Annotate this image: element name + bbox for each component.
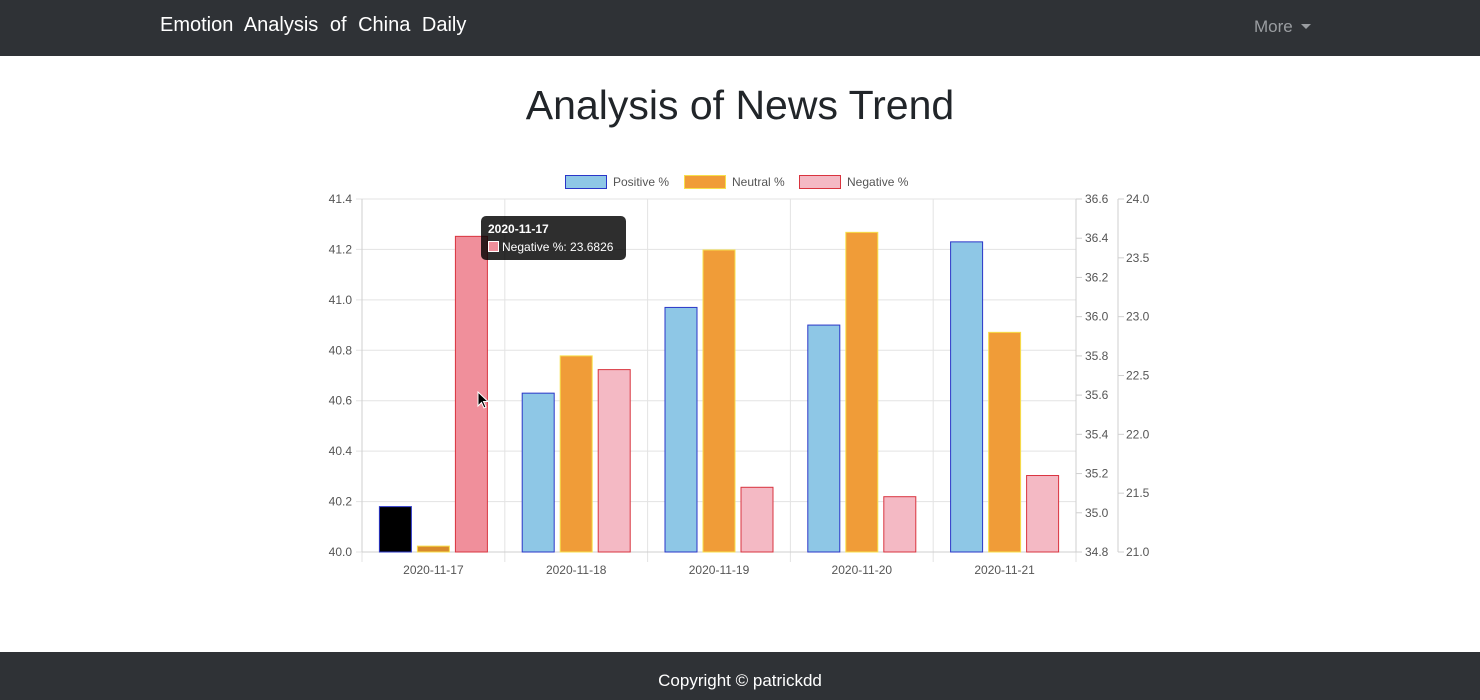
legend-label: Positive % <box>613 175 669 189</box>
y-right-tick-label: 21.0 <box>1126 545 1150 559</box>
tooltip-body: Negative %23.6826 <box>502 240 613 254</box>
y-left-tick-label: 40.4 <box>329 444 353 458</box>
y-left-tick-label: 41.4 <box>329 192 353 206</box>
bar <box>559 355 593 553</box>
y-middle-tick-label: 35.8 <box>1085 349 1109 363</box>
bar <box>807 324 841 553</box>
y-right-tick-label: 23.0 <box>1126 310 1150 324</box>
tooltip-value: 23.6826 <box>570 240 614 254</box>
page-title: Analysis of News Trend <box>525 82 955 128</box>
bar <box>454 235 488 553</box>
y-right-tick-label: 22.0 <box>1126 427 1150 441</box>
x-tick-label: 2020-11-19 <box>689 563 750 577</box>
x-tick-label: 2020-11-20 <box>832 563 893 577</box>
y-left-tick-label: 40.8 <box>329 343 353 357</box>
tooltip-label: Negative % <box>502 240 570 254</box>
y-left-tick-label: 40.6 <box>329 394 353 408</box>
bar <box>378 506 412 553</box>
x-tick-label: 2020-11-18 <box>546 563 607 577</box>
y-middle-tick-label: 36.4 <box>1085 231 1109 245</box>
legend-swatch <box>684 175 726 189</box>
bar <box>416 545 450 553</box>
x-tick-label: 2020-11-17 <box>403 563 464 577</box>
y-left-tick-label: 41.2 <box>329 242 353 256</box>
chart-tooltip: 2020-11-17 Negative %23.6826 <box>481 216 626 260</box>
mouse-cursor-icon <box>477 391 489 409</box>
bar <box>950 241 984 553</box>
navbar: Emotion Analysis of China Daily More <box>0 0 1480 56</box>
y-left-tick-label: 41.0 <box>329 293 353 307</box>
bar <box>883 496 917 553</box>
y-right-tick-label: 21.5 <box>1126 486 1150 500</box>
y-right-tick-label: 23.5 <box>1126 251 1150 265</box>
bar <box>521 392 555 553</box>
y-middle-tick-label: 35.2 <box>1085 467 1109 481</box>
bar <box>1026 475 1060 553</box>
legend-label: Negative % <box>847 175 909 189</box>
y-right-tick-label: 22.5 <box>1126 369 1150 383</box>
bar <box>664 306 698 553</box>
bar <box>740 486 774 553</box>
y-middle-tick-label: 36.0 <box>1085 310 1109 324</box>
y-left-tick-label: 40.0 <box>329 545 353 559</box>
y-middle-tick-label: 34.8 <box>1085 545 1109 559</box>
footer-copyright: Copyright © patrickdd <box>658 671 822 690</box>
news-trend-chart[interactable]: 40.0 40.2 40.4 40.6 40.8 41.0 41.2 41.4 34.8 35.0… <box>300 165 1180 585</box>
tooltip-title: 2020-11-17 <box>488 222 549 236</box>
y-right-tick-label: 24.0 <box>1126 192 1150 206</box>
y-middle-tick-label: 35.0 <box>1085 506 1109 520</box>
caret-down-icon <box>1300 24 1311 29</box>
legend-label: Neutral % <box>732 175 785 189</box>
bar <box>597 369 631 553</box>
bar <box>702 249 736 553</box>
x-tick-label: 2020-11-21 <box>974 563 1035 577</box>
more-dropdown[interactable]: More <box>1254 17 1311 37</box>
legend-swatch <box>799 175 841 189</box>
y-middle-tick-label: 35.4 <box>1085 427 1109 441</box>
tooltip-color-swatch <box>488 241 499 252</box>
bar <box>845 231 879 553</box>
y-middle-tick-label: 36.6 <box>1085 192 1109 206</box>
footer: Copyright © patrickdd <box>0 652 1480 700</box>
more-label: More <box>1254 17 1293 36</box>
legend-swatch <box>565 175 607 189</box>
y-middle-tick-label: 36.2 <box>1085 270 1109 284</box>
y-left-tick-label: 40.2 <box>329 495 353 509</box>
navbar-brand[interactable]: Emotion Analysis of China Daily <box>160 14 467 36</box>
y-middle-tick-label: 35.6 <box>1085 388 1109 402</box>
bar <box>988 331 1022 553</box>
